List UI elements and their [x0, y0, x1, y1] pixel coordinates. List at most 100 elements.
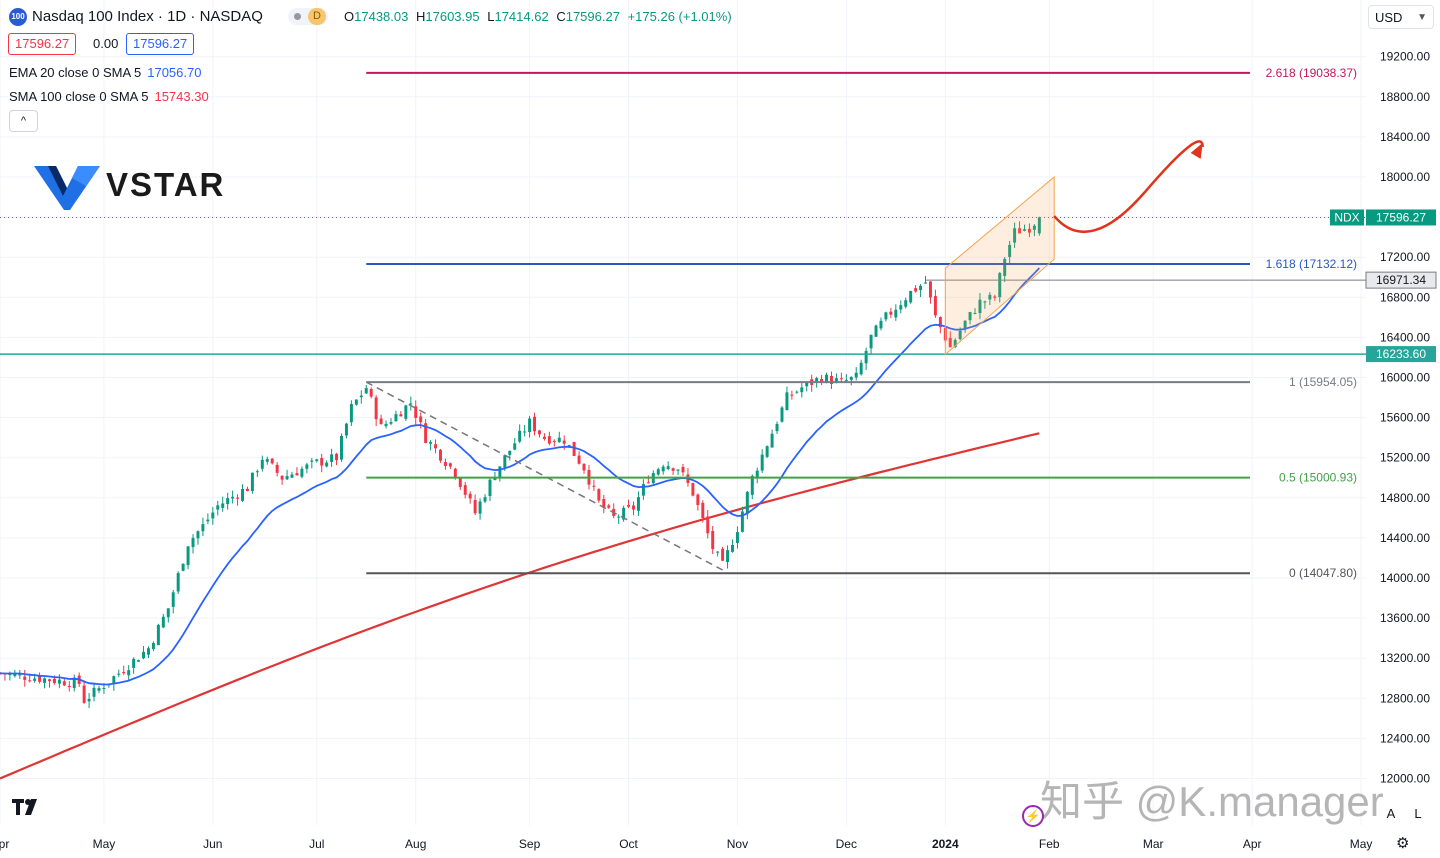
candle-body — [1027, 228, 1031, 233]
symbol-icon: 100 — [9, 8, 27, 26]
fib-label: 0 (14047.80) — [1289, 566, 1357, 580]
support-tag-label: 16233.60 — [1376, 347, 1426, 361]
close-label: C — [556, 9, 566, 24]
ohlc-readout: O17438.03 H17603.95 L17414.62 C17596.27 … — [344, 9, 732, 24]
high-value: 17603.95 — [425, 9, 480, 24]
candle-body — [562, 440, 566, 444]
candle-body — [1003, 258, 1007, 276]
candle-body — [641, 484, 645, 496]
x-tick-label: Apr — [0, 837, 9, 851]
candle-body — [320, 458, 324, 466]
candle-body — [933, 296, 937, 316]
candle-body — [1032, 225, 1036, 230]
log-scale-button[interactable]: L — [1414, 806, 1422, 821]
collapse-legend-button[interactable]: ^ — [9, 110, 38, 132]
delay-badge: D — [308, 8, 326, 25]
candle-body — [874, 325, 878, 337]
candle-body — [518, 430, 522, 442]
gear-icon[interactable]: ⚙ — [1396, 835, 1410, 852]
chevron-down-icon: ▼ — [1417, 12, 1427, 23]
candle-body — [211, 512, 215, 519]
auto-scale-button[interactable]: A — [1386, 806, 1396, 821]
y-tick-label: 17200.00 — [1380, 250, 1430, 264]
candle-body — [156, 624, 160, 646]
candle-body — [760, 454, 764, 471]
candle-body — [57, 679, 61, 684]
candle-body — [453, 468, 457, 478]
x-tick-label: Apr — [1243, 837, 1262, 851]
candle-body — [632, 505, 635, 510]
candle-body — [978, 299, 982, 314]
vstar-logo-icon — [34, 166, 100, 210]
open-label: O — [344, 9, 355, 24]
level-tag — [1365, 271, 1437, 289]
candle-body — [201, 524, 205, 532]
candle-body — [884, 312, 888, 320]
rising-channel — [944, 175, 1055, 356]
candle-body — [953, 339, 957, 348]
candle-body — [18, 673, 22, 676]
candle-body — [780, 407, 784, 422]
candle-body — [23, 676, 27, 680]
candle-body — [478, 501, 482, 514]
x-tick-label: Aug — [405, 837, 426, 851]
sma-legend-value: 15743.30 — [154, 89, 209, 104]
chart-grid — [0, 0, 1366, 825]
candle-body — [800, 387, 804, 393]
candle-body — [582, 463, 586, 471]
x-tick-label: Sep — [519, 837, 541, 851]
candle-body — [844, 380, 848, 382]
candle-body — [335, 453, 339, 461]
candle-body — [775, 423, 779, 432]
candle-body — [681, 466, 685, 473]
y-tick-label: 19200.00 — [1380, 50, 1430, 64]
candle-body — [97, 688, 101, 691]
candle-body — [206, 519, 210, 522]
candle-body — [260, 459, 264, 469]
spread-value: 0.00 — [93, 36, 119, 51]
candle-body — [384, 423, 388, 427]
candle-body — [285, 476, 289, 480]
low-label: L — [487, 9, 495, 24]
sell-price-button[interactable]: 17596.27 — [8, 33, 77, 55]
vstar-logo-text: VSTAR — [106, 166, 226, 203]
candle-body — [988, 294, 992, 300]
candle-body — [993, 296, 997, 298]
candle-body — [919, 285, 923, 291]
candle-body — [419, 416, 423, 423]
status-dot-icon — [294, 13, 301, 20]
candle-body — [716, 551, 720, 553]
candle-body — [300, 468, 304, 477]
candle-body — [948, 338, 952, 348]
low-value: 17414.62 — [494, 9, 549, 24]
candle-body — [52, 678, 56, 684]
candle-body — [617, 516, 621, 518]
candle-body — [483, 497, 487, 502]
candle-body — [364, 388, 368, 394]
candle-body — [448, 463, 452, 467]
buy-price-button[interactable]: 17596.27 — [126, 33, 195, 55]
candle-body — [87, 698, 91, 702]
candle-body — [414, 406, 418, 418]
candle-body — [537, 430, 541, 435]
candle-body — [43, 678, 47, 683]
candle-body — [102, 687, 106, 689]
candle-body — [458, 478, 462, 488]
change-value: +175.26 (+1.01%) — [627, 9, 732, 24]
lightning-icon[interactable]: ⚡ — [1022, 805, 1044, 827]
chart-title[interactable]: Nasdaq 100 Index · 1D · NASDAQ — [32, 8, 263, 25]
y-tick-label: 12400.00 — [1380, 731, 1430, 745]
candle-body — [899, 305, 903, 310]
candle-body — [795, 391, 799, 393]
candle-body — [696, 494, 700, 506]
currency-select[interactable]: USD ▼ — [1368, 5, 1434, 29]
ema-legend[interactable]: EMA 20 close 0 SMA 5 17056.70 — [9, 65, 201, 80]
candle-body — [1023, 229, 1026, 231]
sma-legend[interactable]: SMA 100 close 0 SMA 5 15743.30 — [9, 89, 209, 104]
sma-legend-label: SMA 100 close 0 SMA 5 — [9, 89, 149, 104]
fib-label: 0.5 (15000.93) — [1279, 471, 1357, 485]
candle-body — [1037, 217, 1041, 234]
candle-body — [671, 468, 675, 471]
candle-body — [245, 488, 249, 492]
